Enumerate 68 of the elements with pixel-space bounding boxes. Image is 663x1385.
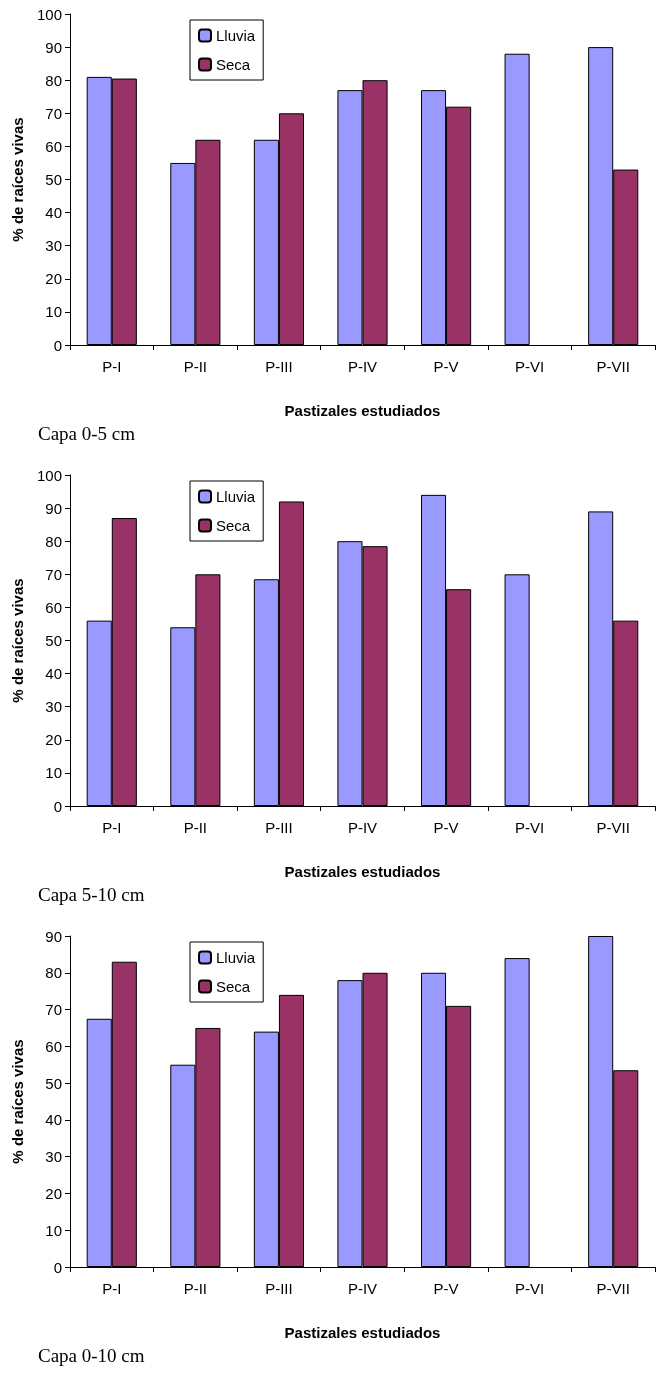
y-tick-label: 60: [45, 137, 62, 155]
text: Capa 5-10 cm: [38, 884, 145, 905]
x-axis-title: Pastizales estudiados: [284, 863, 441, 880]
legend-label: Seca: [216, 978, 251, 995]
y-tick-label: 60: [45, 1037, 62, 1055]
y-tick-label: 30: [45, 698, 62, 716]
x-tick-label: P-I: [102, 358, 122, 375]
y-tick-label: 0: [53, 797, 62, 815]
y-tick-label: 90: [45, 38, 62, 56]
y-tick-label: 80: [45, 964, 62, 982]
y-tick-label: 60: [45, 598, 62, 616]
y-axis-title: % de raíces vivas: [9, 117, 26, 242]
y-tick-label: 10: [45, 764, 62, 782]
y-axis-title: % de raíces vivas: [9, 1039, 26, 1164]
x-tick-label: P-IV: [347, 358, 378, 375]
x-tick-label: P-III: [265, 1280, 293, 1297]
x-tick-label: P-IV: [347, 819, 378, 836]
x-tick-label: P-II: [183, 358, 208, 375]
y-tick-label: 50: [45, 1074, 62, 1092]
x-tick-label: P-VI: [515, 819, 545, 836]
y-tick-label: 80: [45, 71, 62, 89]
y-tick-label: 40: [45, 204, 62, 222]
legend-label: Lluvia: [216, 27, 256, 44]
y-tick-label: 50: [45, 171, 62, 188]
x-axis-title: Pastizales estudiados: [284, 402, 441, 419]
y-tick-label: 40: [45, 665, 62, 683]
y-tick-label: 30: [45, 237, 62, 255]
x-tick-label: P-VII: [596, 1280, 630, 1297]
y-tick-label: 100: [36, 466, 62, 484]
x-tick-label: P-VI: [515, 358, 545, 375]
y-tick-label: 0: [53, 336, 62, 354]
x-tick-label: P-II: [183, 819, 208, 836]
x-tick-label: P-VII: [596, 358, 630, 375]
x-tick-label: P-I: [102, 819, 122, 836]
legend-label: Lluvia: [216, 949, 256, 966]
x-tick-label: P-V: [433, 1280, 459, 1297]
y-tick-label: 20: [45, 731, 62, 749]
legend-label: Lluvia: [216, 488, 256, 505]
y-tick-label: 20: [45, 1184, 62, 1202]
x-tick-label: P-V: [433, 358, 459, 375]
legend-label: Seca: [216, 56, 251, 73]
y-tick-label: 40: [45, 1111, 62, 1129]
x-tick-label: P-IV: [347, 1280, 378, 1297]
y-tick-label: 70: [45, 565, 62, 583]
legend-label: Seca: [216, 517, 251, 534]
y-tick-label: 80: [45, 532, 62, 550]
y-tick-label: 0: [53, 1258, 62, 1276]
y-tick-label: 20: [45, 270, 62, 288]
y-tick-label: 70: [45, 104, 62, 122]
x-tick-label: P-VII: [596, 819, 630, 836]
y-tick-label: 90: [45, 927, 62, 945]
y-tick-label: 50: [45, 632, 62, 649]
x-tick-label: P-III: [265, 358, 293, 375]
x-tick-label: P-I: [102, 1280, 122, 1297]
x-tick-label: P-III: [265, 819, 293, 836]
text: Capa 0-10 cm: [38, 1345, 145, 1366]
y-tick-label: 10: [45, 1221, 62, 1239]
x-axis-title: Pastizales estudiados: [284, 1324, 441, 1341]
y-tick-label: 90: [45, 499, 62, 517]
y-tick-label: 70: [45, 1001, 62, 1019]
x-tick-label: P-V: [433, 819, 459, 836]
y-tick-label: 100: [36, 5, 62, 23]
y-tick-label: 30: [45, 1148, 62, 1166]
x-tick-label: P-VI: [515, 1280, 545, 1297]
y-tick-label: 10: [45, 303, 62, 321]
x-tick-label: P-II: [183, 1280, 208, 1297]
text: Capa 0-5 cm: [38, 423, 136, 444]
y-axis-title: % de raíces vivas: [9, 578, 26, 703]
